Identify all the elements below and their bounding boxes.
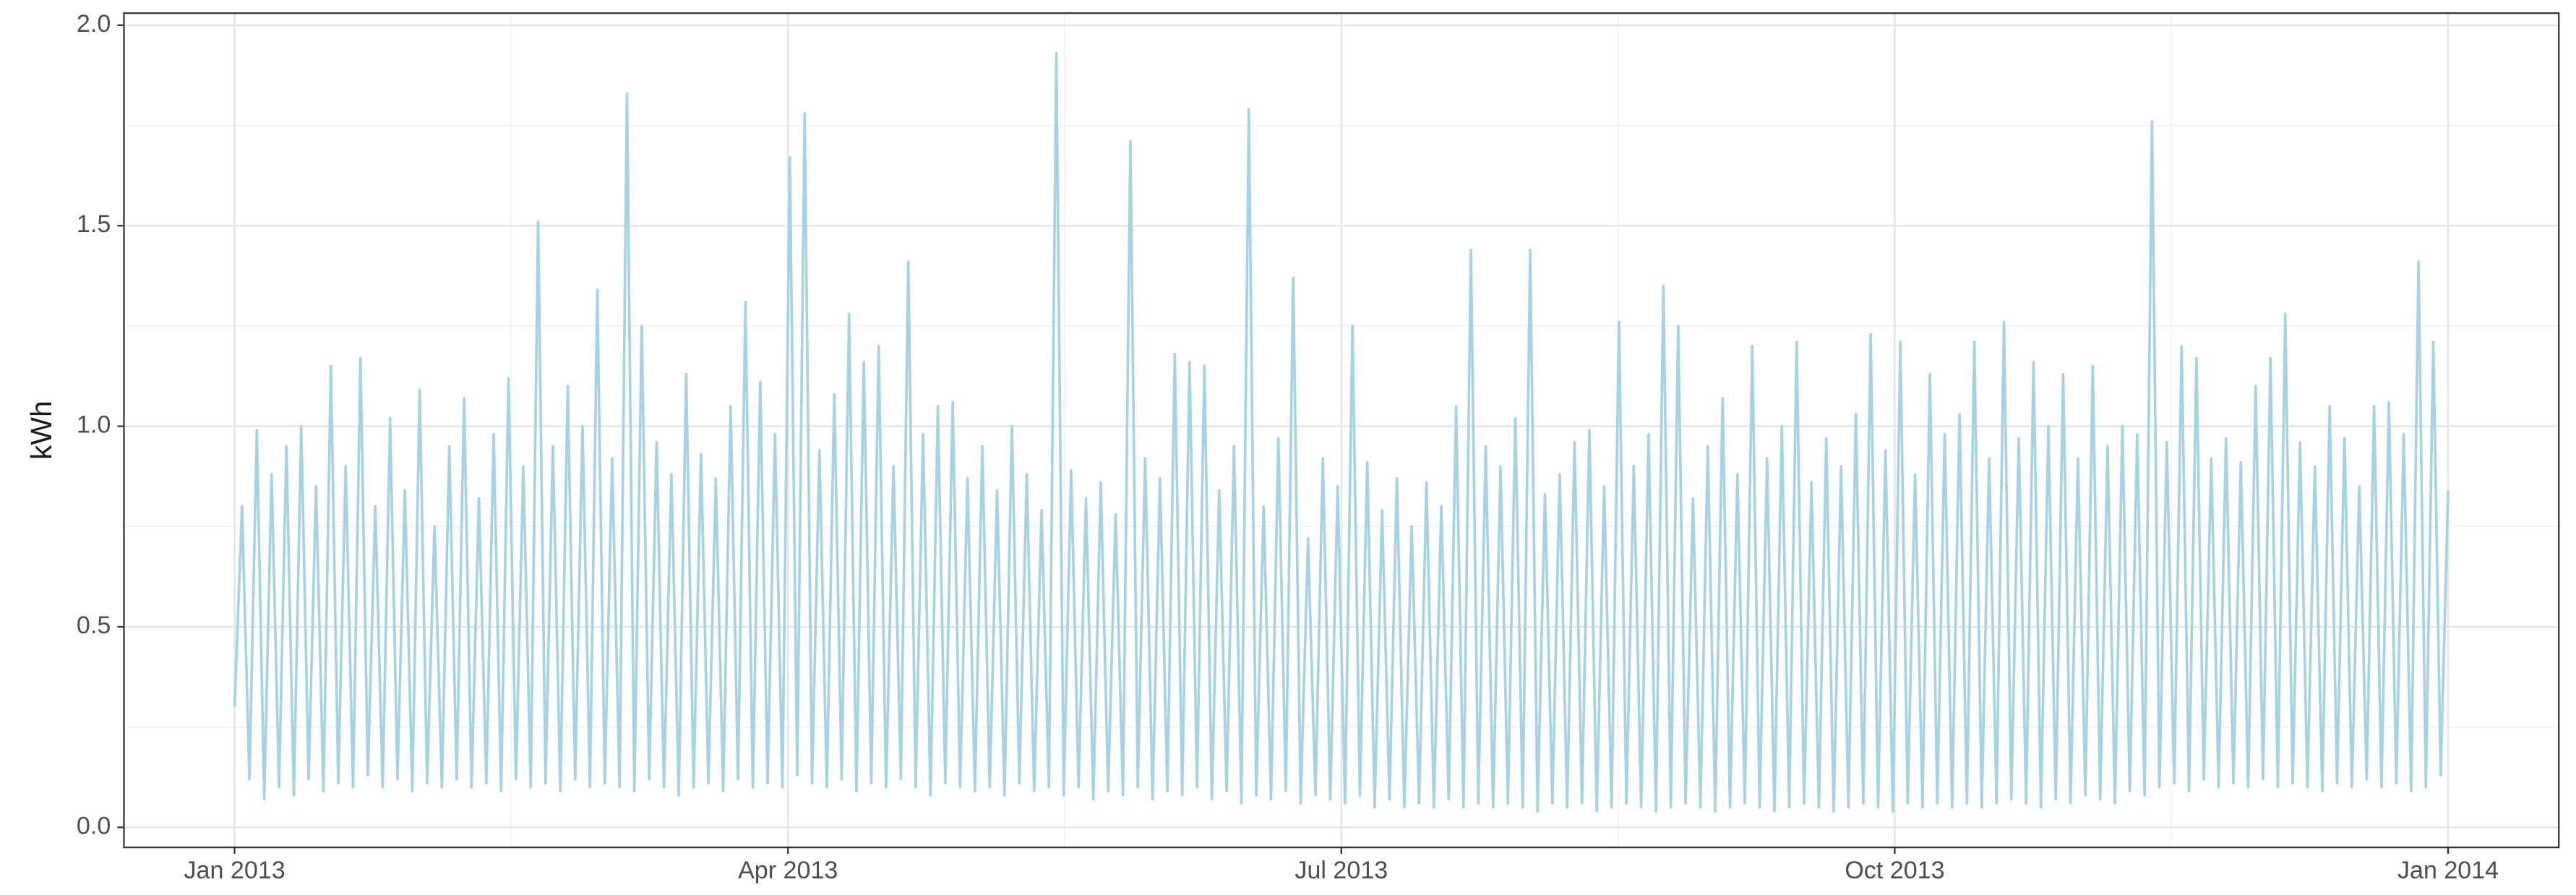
x-tick-label: Jan 2013 xyxy=(184,857,285,884)
data-line xyxy=(233,51,2450,813)
y-tick-label: 1.5 xyxy=(77,210,111,238)
y-tick-label: 0.0 xyxy=(77,812,111,839)
x-tick-label: Jul 2013 xyxy=(1295,857,1388,884)
y-tick-label: 1.0 xyxy=(77,411,111,439)
x-tick-label: Apr 2013 xyxy=(738,857,838,884)
x-tick-label: Jan 2014 xyxy=(2397,857,2499,884)
y-tick-label: 0.5 xyxy=(77,612,111,639)
x-tick-label: Oct 2013 xyxy=(1845,857,1944,884)
y-axis-title: kWh xyxy=(25,401,58,460)
y-tick-label: 2.0 xyxy=(77,10,111,38)
plot-border xyxy=(123,12,2560,849)
